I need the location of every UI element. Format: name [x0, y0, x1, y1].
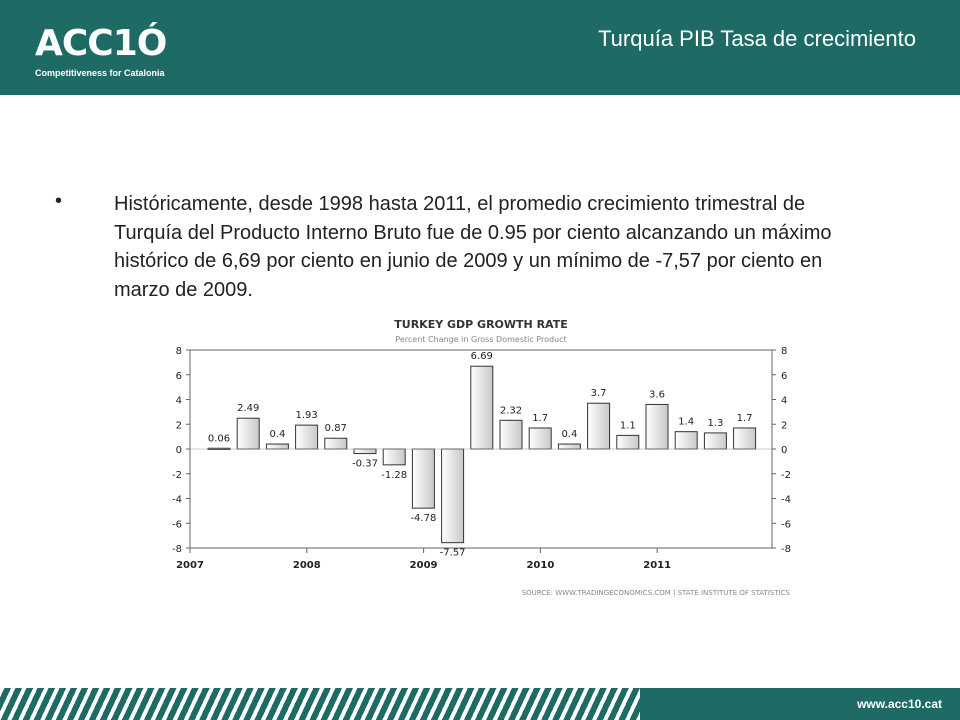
- bar: [703, 432, 727, 450]
- y-tick-label-left: 8: [176, 346, 182, 357]
- bar-data-label: 0.06: [208, 433, 230, 444]
- bullet-marker: •: [55, 190, 63, 212]
- bar-data-label: 1.7: [737, 413, 753, 424]
- footer-stripes: [0, 688, 640, 720]
- bar: [587, 402, 611, 450]
- y-tick-label-right: -2: [781, 470, 791, 481]
- bar: [616, 434, 640, 450]
- bar-data-label: 6.69: [471, 351, 493, 362]
- bar-data-label: -1.28: [381, 470, 407, 481]
- y-tick-label-right: 4: [781, 396, 787, 407]
- footer-bar: www.acc10.cat: [0, 688, 960, 720]
- bar: [353, 448, 377, 455]
- bar: [236, 417, 260, 450]
- bar: [674, 431, 698, 450]
- bar: [499, 419, 523, 450]
- bar: [557, 443, 581, 450]
- bar-data-label: 1.7: [532, 413, 548, 424]
- bar: [733, 427, 757, 450]
- y-tick-label-right: -8: [781, 544, 791, 555]
- y-tick-label-right: 0: [781, 445, 787, 456]
- bar-data-label: 3.6: [649, 389, 665, 400]
- y-tick-label-left: 2: [176, 420, 182, 431]
- bar-data-label: 2.49: [237, 403, 259, 414]
- y-tick-label-right: 6: [781, 371, 787, 382]
- x-tick-label: 2011: [643, 560, 671, 571]
- bar: [324, 437, 348, 450]
- bar-data-label: -7.57: [440, 548, 466, 559]
- y-tick-label-left: -2: [172, 470, 182, 481]
- bar-data-label: 3.7: [591, 388, 607, 399]
- x-tick-label: 2007: [176, 560, 204, 571]
- header-bar: ACC1Ó Competitiveness for Catalonia Turq…: [0, 0, 960, 95]
- bar-data-label: 1.93: [295, 410, 317, 421]
- bar-data-label: 1.3: [707, 418, 723, 429]
- bar-data-label: 1.1: [620, 420, 636, 431]
- y-tick-label-right: 8: [781, 346, 787, 357]
- acc10-logo[interactable]: ACC1Ó Competitiveness for Catalonia: [35, 23, 167, 79]
- y-tick-label-right: -4: [781, 495, 791, 506]
- bar: [382, 448, 406, 466]
- y-tick-label-left: 0: [176, 445, 182, 456]
- x-tick-label: 2010: [526, 560, 554, 571]
- bar: [265, 443, 289, 450]
- bar-data-label: 2.32: [500, 405, 522, 416]
- bar: [645, 403, 669, 450]
- logo-tagline: Competitiveness for Catalonia: [35, 68, 165, 78]
- bar: [411, 448, 435, 509]
- bar-data-label: -0.37: [352, 459, 378, 470]
- chart-subtitle: Percent Change in Gross Domestic Product: [395, 335, 566, 344]
- footer-url[interactable]: www.acc10.cat: [857, 697, 942, 711]
- x-tick-label: 2009: [410, 560, 438, 571]
- bar-data-label: 0.87: [325, 423, 347, 434]
- y-tick-label-right: 2: [781, 420, 787, 431]
- y-tick-label-right: -6: [781, 519, 791, 530]
- y-tick-label-left: -8: [172, 544, 182, 555]
- y-tick-label-left: 6: [176, 371, 182, 382]
- bar: [470, 365, 494, 450]
- bar: [441, 448, 465, 544]
- x-tick-label: 2008: [293, 560, 321, 571]
- bar: [528, 427, 552, 450]
- bar-data-label: -4.78: [410, 513, 436, 524]
- bullet-text: Históricamente, desde 1998 hasta 2011, e…: [114, 193, 832, 301]
- chart-source: SOURCE: WWW.TRADINGECONOMICS.COM | STATE…: [522, 589, 791, 597]
- bar-data-label: 1.4: [678, 417, 694, 428]
- slide-title: Turquía PIB Tasa de crecimiento: [598, 26, 916, 51]
- bar-data-label: 0.4: [269, 429, 285, 440]
- y-tick-label-left: 4: [176, 396, 182, 407]
- chart-title: TURKEY GDP GROWTH RATE: [394, 318, 567, 331]
- logo-text: ACC1Ó: [35, 23, 167, 64]
- y-tick-label-left: -4: [172, 495, 182, 506]
- bar: [295, 424, 319, 450]
- y-tick-label-left: -6: [172, 519, 182, 530]
- bar-data-label: 0.4: [561, 429, 577, 440]
